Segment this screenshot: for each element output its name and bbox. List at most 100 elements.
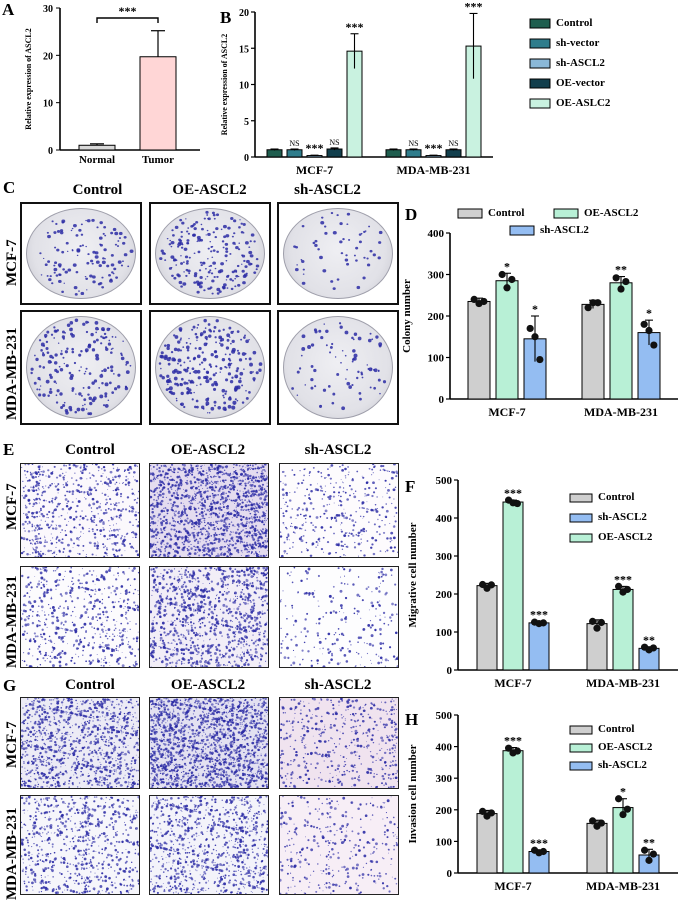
panel-label-e: E [3, 440, 15, 459]
significance-mark: NS [329, 138, 339, 147]
y-tick-label: 300 [436, 773, 453, 785]
y-tick-label: 10 [43, 99, 53, 110]
data-point [622, 277, 630, 286]
bar [495, 280, 519, 400]
g-col-control: Control [65, 677, 115, 693]
cell-texture [150, 698, 268, 788]
bar [385, 149, 402, 158]
y-tick-label: 100 [436, 627, 453, 639]
chart-b: 0 5 10 15 20 Relative expression of ASCL2 NS **… [220, 0, 611, 177]
data-point [531, 333, 539, 341]
y-tick-label: 10 [239, 81, 249, 92]
legend-swatch [569, 761, 593, 771]
data-point [623, 805, 631, 813]
bar [266, 149, 283, 158]
y-axis-label: Invasion cell number [407, 744, 419, 843]
data-point [513, 747, 521, 755]
data-point [505, 744, 513, 752]
bar [528, 622, 550, 671]
bar [286, 149, 303, 158]
colony-texture [293, 211, 383, 291]
x-tick-label: MDA-MB-231 [584, 405, 658, 419]
invasion-image [149, 795, 269, 895]
x-tick-label: MCF-7 [494, 676, 531, 690]
colony-dish [277, 202, 399, 305]
c-row-mcf7: MCF-7 [4, 239, 20, 286]
significance-bracket [96, 17, 159, 23]
significance-mark: * [646, 306, 652, 320]
data-point [589, 817, 597, 825]
significance-mark: *** [530, 836, 548, 850]
data-point [641, 846, 649, 854]
data-point [480, 297, 488, 306]
legend-swatch [457, 208, 483, 219]
e-row-mcf7: MCF-7 [4, 483, 20, 530]
legend-label: Control [598, 723, 634, 735]
legend-swatch [569, 493, 593, 503]
legend-swatch [569, 533, 593, 543]
c-row-mda: MDA-MB-231 [4, 327, 20, 420]
legend-swatch [569, 513, 593, 523]
data-point [623, 585, 631, 594]
cell-texture [21, 464, 139, 557]
bar [502, 750, 524, 874]
legend-swatch [553, 208, 579, 219]
y-axis-label: Relative expression of ASCL2 [24, 28, 33, 129]
legend-swatch [569, 725, 593, 735]
panel-label-a: A [2, 0, 15, 19]
x-tick-label: MDA-MB-231 [397, 163, 471, 177]
legend-swatch [529, 38, 551, 49]
cell-texture [150, 567, 268, 667]
chart-a: 0 10 20 30 Relative expression of ASCL2 Norma… [24, 4, 200, 166]
colony-dish [20, 310, 142, 425]
data-point [479, 807, 487, 815]
significance-mark: * [504, 259, 510, 273]
legend-label: OE-ASLC2 [556, 97, 611, 109]
y-axis-label: Relative expression of ASCL2 [220, 34, 229, 135]
colony-dish [20, 202, 142, 305]
y-tick-label: 300 [428, 270, 445, 282]
x-tick-label: Tumor [142, 154, 174, 166]
significance-mark: NS [408, 139, 418, 148]
cell-texture [150, 464, 268, 557]
data-point [612, 274, 620, 282]
y-tick-label: 0 [48, 146, 53, 157]
bar [581, 303, 605, 400]
e-col-control: Control [65, 442, 115, 458]
e-row-mda: MDA-MB-231 [4, 575, 20, 668]
data-point [539, 847, 547, 856]
bar [476, 813, 498, 874]
y-tick-label: 300 [436, 551, 453, 563]
x-tick-label: MDA-MB-231 [586, 676, 660, 690]
invasion-image [20, 697, 140, 789]
data-point [584, 304, 592, 312]
y-tick-label: 0 [447, 868, 453, 880]
significance-mark: *** [425, 141, 443, 155]
significance-mark: *** [306, 141, 324, 155]
migration-image [279, 566, 399, 668]
legend-swatch [509, 225, 535, 236]
g-col-oe-ascl2: OE-ASCL2 [170, 677, 246, 693]
bar [502, 501, 524, 671]
data-point [470, 295, 478, 303]
legend-swatch [529, 58, 551, 69]
colony-dish [277, 310, 399, 425]
colony-dish [149, 310, 271, 425]
data-point [594, 299, 602, 307]
bar [586, 822, 608, 874]
data-point [597, 819, 605, 827]
data-point [640, 320, 648, 328]
migration-image [149, 566, 269, 668]
legend-label: sh-vector [556, 37, 599, 49]
significance-mark: NS [289, 139, 299, 148]
data-point [650, 341, 658, 349]
y-tick-label: 500 [436, 710, 453, 722]
y-tick-label: 200 [428, 311, 445, 323]
bar [476, 585, 498, 671]
legend-label: sh-ASCL2 [540, 224, 589, 236]
bar [445, 149, 462, 158]
panel-label-f: F [405, 477, 416, 496]
